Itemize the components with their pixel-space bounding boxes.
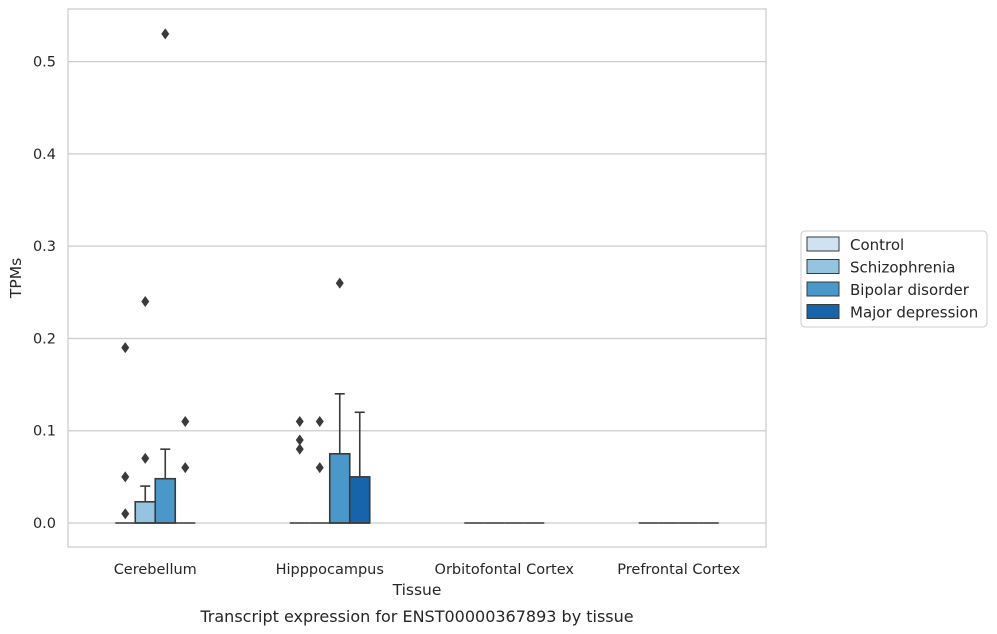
y-tick-label: 0.3 [33,239,56,255]
outlier-point [181,462,190,474]
box-schizophrenia [309,415,330,524]
y-tick-label: 0.1 [33,424,56,440]
y-axis-label: TPMs [7,258,25,299]
legend-swatch [806,281,840,297]
box-major-depression [175,415,196,524]
box-body [328,452,351,524]
box-schizophrenia [134,296,157,524]
chart-caption: Transcript expression for ENST0000036789… [199,607,633,626]
outlier-point [295,415,304,427]
box-body [348,476,371,524]
outlier-point [121,471,130,483]
legend-label: Major depression [850,304,978,322]
y-tick-label: 0.5 [33,55,56,71]
x-tick-label: Hipppocampus [276,562,384,578]
box-bipolar-disorder [154,28,177,524]
y-tick-label: 0.0 [33,516,56,532]
box-body [154,477,177,524]
outlier-point [181,415,190,427]
outlier-point [161,28,170,40]
legend-label: Bipolar disorder [850,281,970,299]
outlier-point [295,434,304,446]
box-control [115,342,136,524]
legend-label: Schizophrenia [850,259,955,277]
outlier-point [141,452,150,464]
outlier-point [141,296,150,308]
box-major-depression [348,411,371,524]
x-axis-ticks: Cerebellum Hipppocampus Orbitofontal Corte… [114,562,741,578]
grid-lines [68,60,766,524]
box-bipolar-disorder [328,277,351,524]
plot-frame [67,8,767,548]
outlier-point [295,443,304,455]
x-axis-label: Tissue [392,581,442,599]
legend-swatch [806,259,840,274]
x-tick-label: Prefrontal Cortex [617,562,740,578]
x-tick-label: Cerebellum [114,562,197,578]
legend: Control Schizophrenia Bipolar disorder Majo… [800,230,988,328]
legend-frame [800,230,988,328]
legend-label: Control [850,236,904,254]
outlier-point [121,342,130,354]
outlier-point [315,462,324,474]
outlier-point [335,277,344,289]
y-axis-ticks: 0.0 0.1 0.2 0.3 0.4 0.5 [33,55,56,532]
outlier-point [121,508,130,520]
legend-swatch [806,304,840,319]
plot-area [115,28,719,524]
y-tick-label: 0.2 [33,331,56,347]
box-control [289,415,310,524]
legend-swatch [806,236,840,252]
box-body [134,500,157,524]
x-tick-label: Orbitofontal Cortex [435,562,575,578]
outlier-point [315,415,324,427]
y-tick-label: 0.4 [33,147,56,163]
